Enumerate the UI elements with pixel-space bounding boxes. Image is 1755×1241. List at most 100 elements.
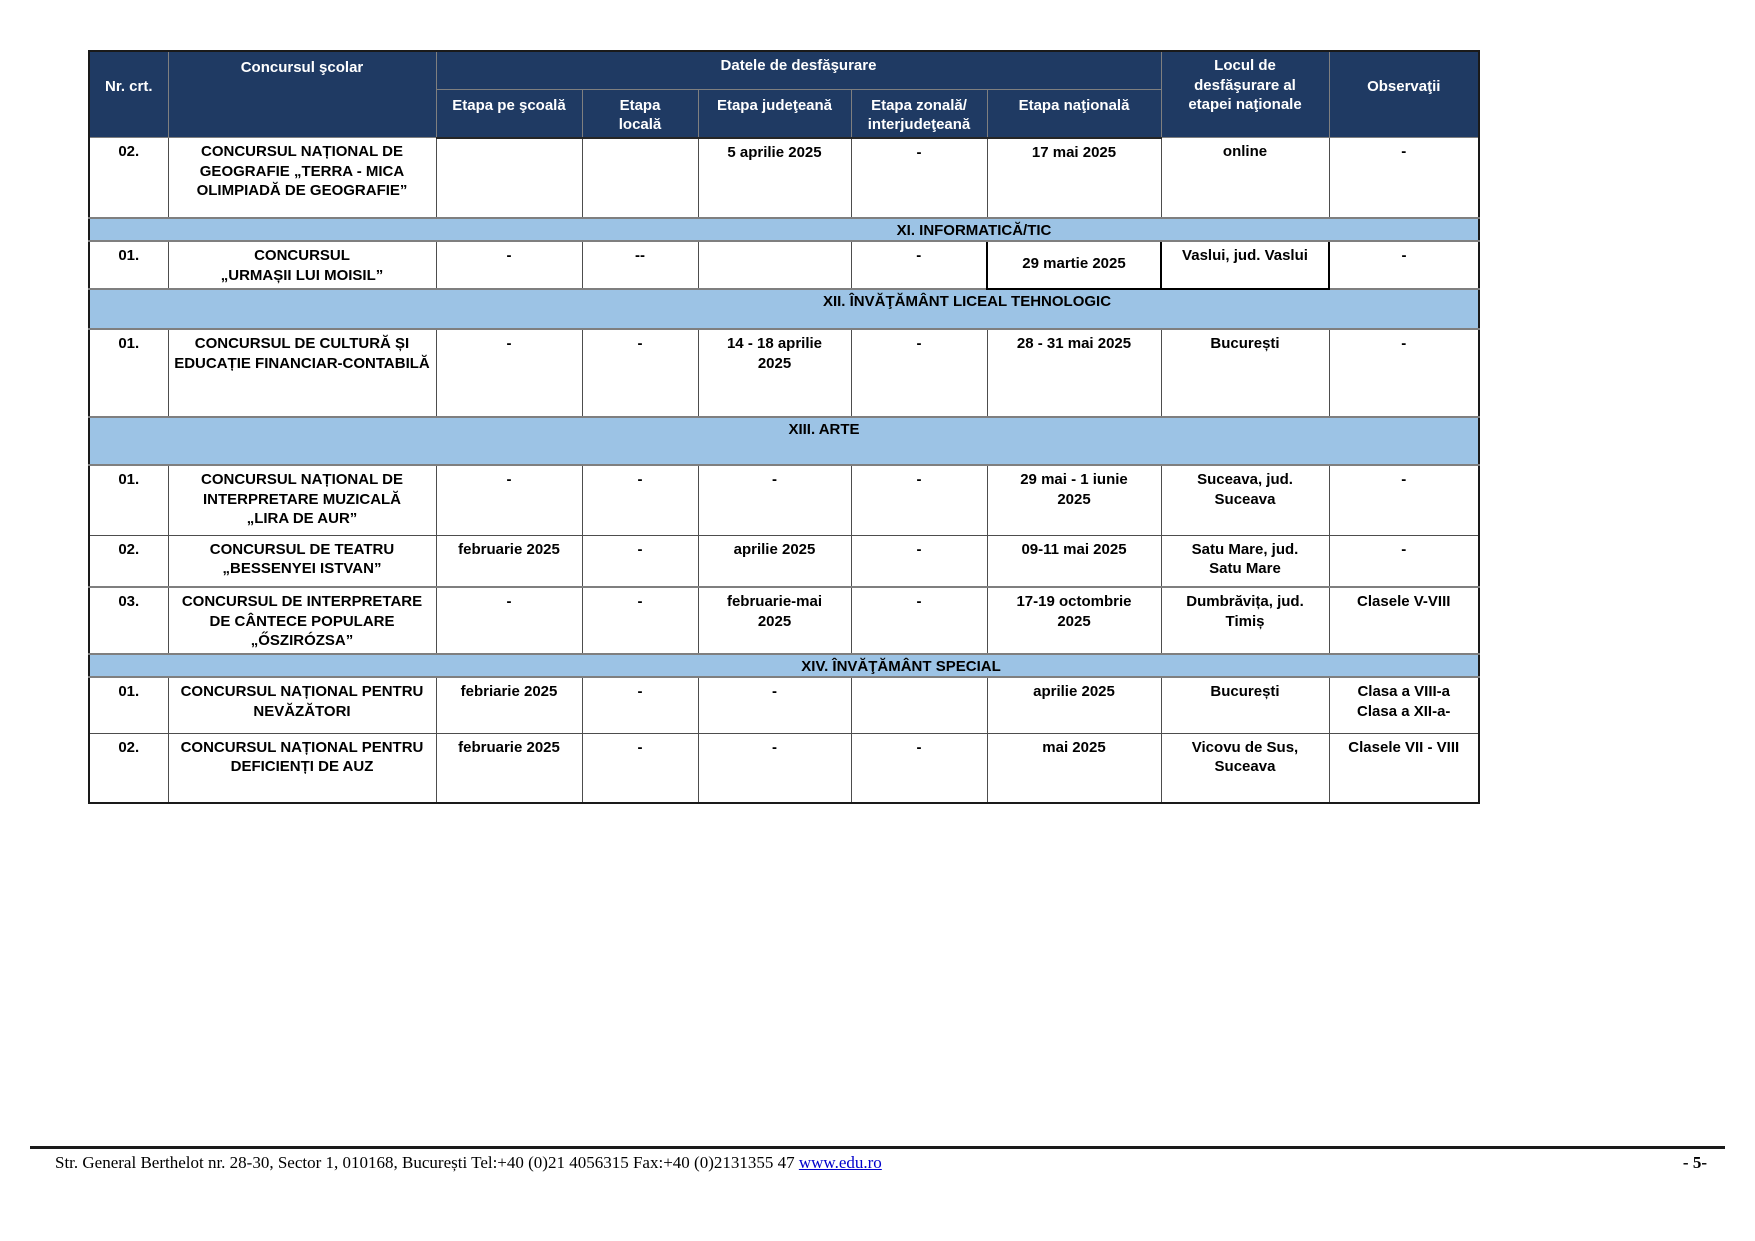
cell-etapa-locala: - [581, 676, 699, 734]
cell-concurs: CONCURSUL NAȚIONAL DE GEOGRAFIE „TERRA -… [167, 137, 437, 218]
col-header-etapa-scoala: Etapa pe şcoală [435, 88, 583, 139]
header-row-1: Nr. crt. Concursul şcolar Datele de desf… [88, 50, 1480, 138]
cell-observatii: Clasele VII - VIII [1328, 732, 1480, 804]
cell-etapa-locala: -- [581, 240, 699, 290]
col-header-etapa-judeteana: Etapa judeţeană [697, 88, 852, 139]
cell-etapa-scoala [435, 137, 583, 218]
cell-etapa-scoala: - [435, 586, 583, 654]
cell-etapa-scoala: - [435, 464, 583, 536]
cell-etapa-nationala: aprilie 2025 [986, 676, 1162, 734]
cell-observatii: - [1328, 137, 1480, 218]
cell-concurs: CONCURSUL DE TEATRU „BESSENYEI ISTVAN” [167, 534, 437, 588]
cell-etapa-zonala: - [850, 328, 988, 418]
cell-observatii: - [1328, 464, 1480, 536]
cell-etapa-zonala: - [850, 534, 988, 588]
cell-etapa-nationala: mai 2025 [986, 732, 1162, 804]
cell-etapa-judeteana: 14 - 18 aprilie 2025 [697, 328, 852, 418]
section-band-informatica: XI. INFORMATICĂ/TIC [88, 216, 1480, 242]
cell-etapa-locala: - [581, 732, 699, 804]
section-band-liceal-tehnologic: XII. ÎNVĂŢĂMÂNT LICEAL TEHNOLOGIC [88, 288, 1480, 330]
cell-locul: București [1160, 328, 1330, 418]
section-title-informatica: XI. INFORMATICĂ/TIC [896, 221, 1052, 239]
cell-nr: 01. [88, 240, 169, 290]
section-band-arte: XIII. ARTE [88, 416, 1480, 466]
col-header-observatii: Observaţii [1328, 50, 1480, 138]
cell-concurs: CONCURSUL „URMAȘII LUI MOISIL” [167, 240, 437, 290]
cell-etapa-scoala: februarie 2025 [435, 732, 583, 804]
cell-etapa-locala: - [581, 586, 699, 654]
cell-etapa-scoala: - [435, 328, 583, 418]
header-row-2: Etapa pe şcoală Etapa locală Etapa judeţ… [89, 88, 1479, 139]
cell-etapa-zonala [850, 676, 988, 734]
cell-etapa-zonala: - [850, 240, 988, 290]
col-header-datele: Datele de desfăşurare [435, 50, 1162, 90]
table-row-deficienti-auz: 02. CONCURSUL NAȚIONAL PENTRU DEFICIENȚI… [88, 732, 1480, 804]
cell-concurs: CONCURSUL DE INTERPRETARE DE CÂNTECE POP… [167, 586, 437, 654]
table-row-oszirozsa: 03. CONCURSUL DE INTERPRETARE DE CÂNTECE… [88, 586, 1480, 654]
cell-locul: online [1160, 137, 1330, 218]
cell-nr: 01. [88, 328, 169, 418]
cell-nr: 01. [88, 464, 169, 536]
cell-nr: 02. [88, 534, 169, 588]
section-title-liceal-tehnologic: XII. ÎNVĂŢĂMÂNT LICEAL TEHNOLOGIC [822, 293, 1112, 310]
cell-etapa-locala: - [581, 464, 699, 536]
cell-observatii: - [1328, 328, 1480, 418]
col-header-locul: Locul de desfăşurare al etapei naţionale [1160, 50, 1330, 138]
cell-etapa-judeteana: - [697, 732, 852, 804]
cell-etapa-locala: - [581, 328, 699, 418]
cell-etapa-locala [581, 137, 699, 218]
cell-etapa-scoala: - [435, 240, 583, 290]
cell-observatii: - [1328, 534, 1480, 588]
col-header-concurs: Concursul şcolar [167, 50, 437, 138]
cell-etapa-nationala: 29 mai - 1 iunie 2025 [986, 464, 1162, 536]
cell-etapa-nationala: 09-11 mai 2025 [986, 534, 1162, 588]
section-title-arte: XIII. ARTE [788, 421, 860, 438]
contest-calendar-table: Nr. crt. Concursul şcolar Datele de desf… [88, 50, 1480, 804]
cell-etapa-judeteana: 5 aprilie 2025 [697, 137, 852, 218]
cell-nr: 03. [88, 586, 169, 654]
cell-etapa-zonala: - [850, 732, 988, 804]
table-row-cultura-financiara: 01. CONCURSUL DE CULTURĂ ȘI EDUCAȚIE FIN… [88, 328, 1480, 418]
cell-observatii: - [1328, 240, 1480, 290]
page-number: - 5- [1682, 1153, 1707, 1172]
col-header-etapa-locala: Etapa locală [581, 88, 699, 139]
cell-locul: Vicovu de Sus, Suceava [1160, 732, 1330, 804]
table-row-lira-de-aur: 01. CONCURSUL NAȚIONAL DE INTERPRETARE M… [88, 464, 1480, 536]
cell-etapa-scoala: febriarie 2025 [435, 676, 583, 734]
table-row-teatru: 02. CONCURSUL DE TEATRU „BESSENYEI ISTVA… [88, 534, 1480, 588]
cell-nr: 01. [88, 676, 169, 734]
footer-divider [30, 1146, 1725, 1149]
cell-concurs: CONCURSUL NAȚIONAL PENTRU DEFICIENȚI DE … [167, 732, 437, 804]
cell-observatii: Clasa a VIII-a Clasa a XII-a- [1328, 676, 1480, 734]
cell-etapa-judeteana: - [697, 464, 852, 536]
cell-etapa-nationala: 17-19 octombrie 2025 [986, 586, 1162, 654]
cell-etapa-judeteana: februarie-mai 2025 [697, 586, 852, 654]
cell-concurs: CONCURSUL DE CULTURĂ ȘI EDUCAȚIE FINANCI… [167, 328, 437, 418]
col-header-etapa-zonala: Etapa zonală/ interjudeţeană [850, 88, 988, 139]
cell-locul: Suceava, jud. Suceava [1160, 464, 1330, 536]
cell-concurs: CONCURSUL NAȚIONAL DE INTERPRETARE MUZIC… [167, 464, 437, 536]
cell-locul: București [1160, 676, 1330, 734]
col-header-etapa-nationala: Etapa naţională [986, 88, 1162, 139]
cell-etapa-nationala: 29 martie 2025 [986, 240, 1162, 290]
col-header-nr-crt: Nr. crt. [88, 50, 169, 138]
cell-etapa-nationala: 17 mai 2025 [986, 137, 1162, 218]
cell-etapa-scoala: februarie 2025 [435, 534, 583, 588]
footer-address-text: Str. General Berthelot nr. 28-30, Sector… [55, 1153, 799, 1172]
cell-etapa-judeteana [697, 240, 852, 290]
cell-etapa-nationala: 28 - 31 mai 2025 [986, 328, 1162, 418]
cell-locul: Dumbrăvița, jud. Timiș [1160, 586, 1330, 654]
cell-etapa-zonala: - [850, 137, 988, 218]
cell-etapa-judeteana: - [697, 676, 852, 734]
edu-ro-link[interactable]: www.edu.ro [798, 1153, 882, 1172]
section-title-special: XIV. ÎNVĂŢĂMÂNT SPECIAL [801, 657, 1001, 675]
table-row-geografie: 02. CONCURSUL NAȚIONAL DE GEOGRAFIE „TER… [88, 137, 1480, 218]
table-row-moisil: 01. CONCURSUL „URMAȘII LUI MOISIL” - -- … [88, 240, 1480, 290]
footer-address: Str. General Berthelot nr. 28-30, Sector… [55, 1153, 882, 1173]
cell-nr: 02. [88, 732, 169, 804]
section-band-special: XIV. ÎNVĂŢĂMÂNT SPECIAL [88, 652, 1480, 678]
cell-etapa-zonala: - [850, 586, 988, 654]
table-row-nevazatori: 01. CONCURSUL NAȚIONAL PENTRU NEVĂZĂTORI… [88, 676, 1480, 734]
cell-concurs: CONCURSUL NAȚIONAL PENTRU NEVĂZĂTORI [167, 676, 437, 734]
cell-etapa-judeteana: aprilie 2025 [697, 534, 852, 588]
